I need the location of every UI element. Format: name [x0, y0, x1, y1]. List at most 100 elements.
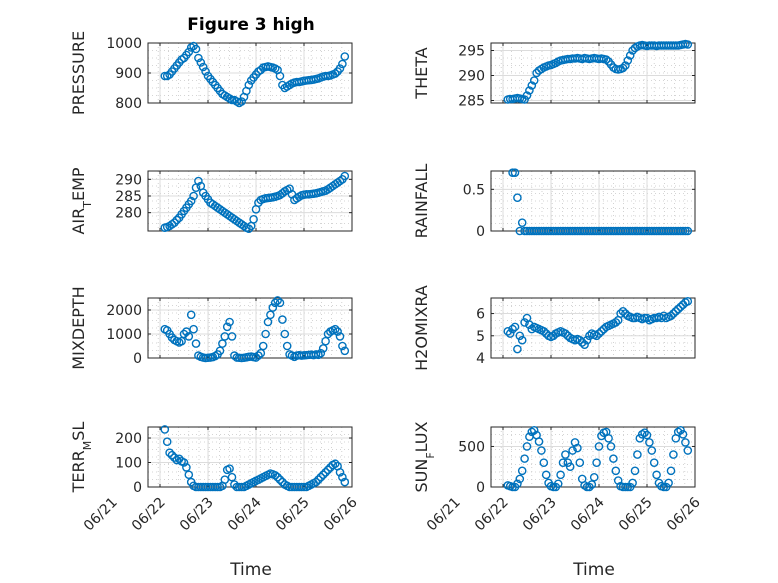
data-point	[529, 76, 539, 85]
data-point	[215, 346, 225, 356]
y-axis-label: SUNFLUX	[412, 421, 437, 492]
data-point	[522, 442, 532, 451]
data-point	[275, 71, 285, 81]
data-point	[664, 478, 673, 488]
data-point	[299, 482, 309, 492]
panel-mixdepth: 0 1000 2000 MIXDEPTH	[69, 286, 353, 370]
data-point	[525, 320, 534, 329]
data-point	[645, 438, 654, 447]
data-point	[338, 59, 347, 69]
data-point	[333, 327, 342, 336]
panel-h2omixra: 4 5 6 H2OMIXRA	[412, 285, 696, 371]
y-tick-label: 280	[115, 206, 142, 222]
data-point	[676, 302, 685, 312]
y-axis-label: RAINFALL	[412, 164, 431, 239]
data-point	[170, 218, 179, 227]
x-axis-label-left: Time	[229, 560, 272, 580]
data-point	[630, 466, 640, 476]
data-point	[522, 91, 532, 100]
data-point	[186, 310, 196, 320]
data-point	[539, 458, 549, 467]
data-point	[517, 335, 527, 345]
data-point	[321, 336, 330, 346]
data-point	[321, 468, 330, 477]
data-point	[237, 97, 246, 106]
y-axis-label: MIXDEPTH	[69, 286, 88, 369]
data-point	[525, 86, 534, 95]
data-point	[273, 296, 282, 305]
data-point	[184, 47, 194, 57]
data-point	[642, 430, 652, 440]
data-point	[179, 329, 189, 339]
data-point	[170, 453, 179, 462]
y-tick-label: 100	[115, 456, 142, 472]
data-point	[594, 442, 604, 451]
data-point	[628, 478, 637, 488]
data-point	[340, 52, 350, 61]
data-point	[510, 322, 520, 332]
data-point	[335, 332, 345, 341]
data-point	[268, 303, 278, 312]
data-point	[527, 81, 537, 90]
data-point	[189, 324, 198, 334]
data-point	[539, 327, 549, 336]
data-point	[594, 329, 604, 338]
data-point	[340, 171, 350, 181]
data-point	[162, 437, 172, 446]
data-point	[318, 470, 328, 480]
data-point	[683, 226, 693, 236]
y-axis-label: AIRTEMP	[69, 167, 94, 234]
data-point	[196, 58, 206, 67]
y-axis-label: THETA	[412, 47, 431, 99]
data-point	[541, 470, 551, 480]
data-point	[669, 450, 678, 459]
data-point	[218, 339, 227, 348]
data-point	[222, 322, 232, 332]
data-point	[561, 450, 570, 459]
y-tick-label: 0	[133, 351, 142, 367]
data-point	[513, 193, 522, 202]
data-point	[330, 324, 340, 334]
data-point	[582, 482, 592, 492]
data-point	[601, 55, 611, 64]
data-point	[649, 458, 659, 467]
data-point	[270, 470, 280, 480]
data-point	[503, 327, 513, 336]
data-point	[227, 95, 237, 105]
data-point	[681, 226, 690, 236]
data-point	[508, 168, 517, 177]
y-axis-label: H2OMIXRA	[412, 285, 431, 371]
data-point	[678, 226, 688, 236]
data-point	[577, 338, 587, 347]
data-point	[666, 311, 676, 321]
panel-rainfall: 0 0.5 RAINFALL	[412, 164, 696, 240]
y-tick-label: 290	[458, 69, 485, 85]
data-point	[517, 218, 527, 227]
data-point	[520, 454, 529, 463]
data-point	[517, 466, 527, 476]
data-point	[633, 450, 642, 459]
data-point	[592, 331, 601, 341]
data-point	[338, 341, 347, 351]
data-point	[515, 474, 525, 484]
y-tick-label: 295	[458, 44, 485, 60]
data-point	[625, 51, 635, 60]
data-point	[165, 448, 174, 458]
y-tick-label: 290	[115, 172, 142, 188]
data-point	[681, 438, 690, 447]
data-point	[256, 348, 266, 358]
data-point	[275, 475, 285, 484]
data-point	[182, 327, 191, 336]
data-point	[587, 480, 597, 489]
data-point	[323, 465, 333, 475]
data-point	[666, 466, 676, 476]
data-point	[604, 434, 613, 443]
data-point	[227, 332, 237, 341]
data-point	[640, 428, 649, 437]
data-point	[266, 310, 275, 320]
panel-pressure: 800 900 1000 PRESSURE	[69, 31, 353, 115]
data-point	[167, 450, 177, 460]
data-point	[198, 62, 208, 72]
data-point	[318, 344, 328, 353]
y-tick-label: 900	[115, 66, 142, 82]
